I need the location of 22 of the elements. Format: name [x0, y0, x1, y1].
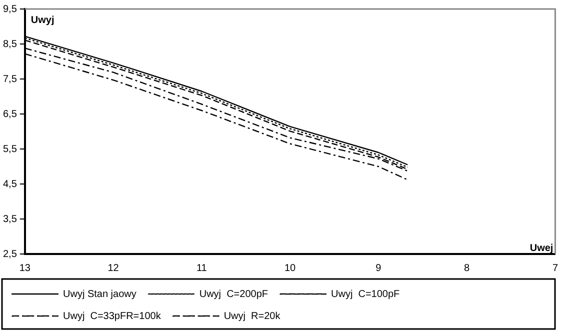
x-tick-label: 7 — [552, 262, 558, 274]
x-tick-label: 9 — [376, 262, 382, 274]
x-tick-label: 8 — [464, 262, 470, 274]
legend-label: Uwyj Stan jaowy — [63, 288, 136, 300]
y-tick-label: 7,5 — [2, 74, 18, 85]
legend-label: Uwyj C=200pF — [199, 288, 268, 300]
y-tick-label: 5,5 — [2, 144, 18, 155]
x-tick-label: 12 — [108, 262, 120, 274]
legend-label: Uwyj R=20k — [224, 310, 282, 322]
x-axis-title: Uwej — [530, 242, 554, 254]
y-tick-label: 3,5 — [2, 214, 18, 225]
y-axis-title: Uwyj — [30, 14, 54, 26]
y-tick-label: 4,5 — [2, 178, 18, 190]
y-tick-label: 9,5 — [2, 4, 18, 15]
y-tick-label: 2,5 — [2, 248, 18, 260]
y-tick-label: 8,5 — [2, 38, 18, 50]
y-tick-label: 6,5 — [2, 108, 18, 120]
x-tick-label: 11 — [196, 262, 208, 274]
x-tick-label: 10 — [284, 262, 296, 274]
legend-label: Uwyj C=33pFR=100k — [63, 310, 162, 322]
x-tick-label: 13 — [19, 262, 31, 274]
legend-label: Uwyj C=100pF — [330, 288, 400, 300]
